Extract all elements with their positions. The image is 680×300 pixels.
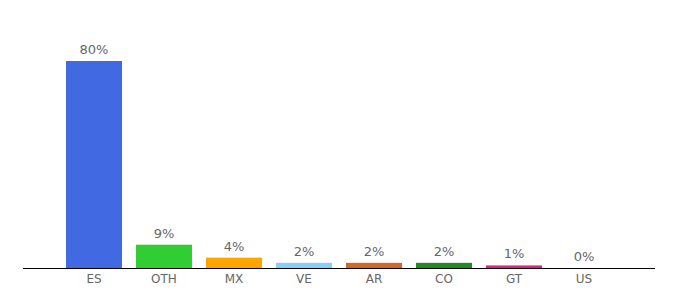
x-tick-label: GT: [506, 272, 523, 286]
data-label: 9%: [154, 226, 175, 241]
data-label: 4%: [224, 239, 245, 254]
x-tick-label: MX: [225, 272, 244, 286]
data-label: 2%: [434, 244, 455, 259]
x-axis-line: [23, 268, 655, 269]
data-label: 2%: [364, 244, 385, 259]
data-label: 0%: [574, 249, 595, 264]
bar: [556, 268, 612, 269]
chart-svg: 80% ES 9% OTH 4% MX 2% VE 2% AR 2% CO 1% GT 0% US: [0, 0, 680, 300]
x-tick-label: CO: [435, 272, 453, 286]
labels: 80% ES 9% OTH 4% MX 2% VE 2% AR 2% CO 1% GT 0% US: [80, 42, 595, 286]
bar: [66, 61, 122, 268]
bar: [276, 263, 332, 268]
data-label: 80%: [80, 42, 109, 57]
bars: [66, 61, 542, 268]
chart-container: 80% ES 9% OTH 4% MX 2% VE 2% AR 2% CO 1% GT 0% US: [0, 0, 680, 300]
x-tick-label: VE: [296, 272, 312, 286]
data-label: 1%: [504, 246, 525, 261]
bar: [346, 263, 402, 268]
bar: [486, 265, 542, 268]
x-tick-label: US: [576, 272, 592, 286]
bar: [416, 263, 472, 268]
bar: [136, 245, 192, 268]
x-tick-label: AR: [366, 272, 383, 286]
bar: [206, 258, 262, 268]
data-label: 2%: [294, 244, 315, 259]
x-tick-label: ES: [86, 272, 101, 286]
x-tick-label: OTH: [151, 272, 177, 286]
